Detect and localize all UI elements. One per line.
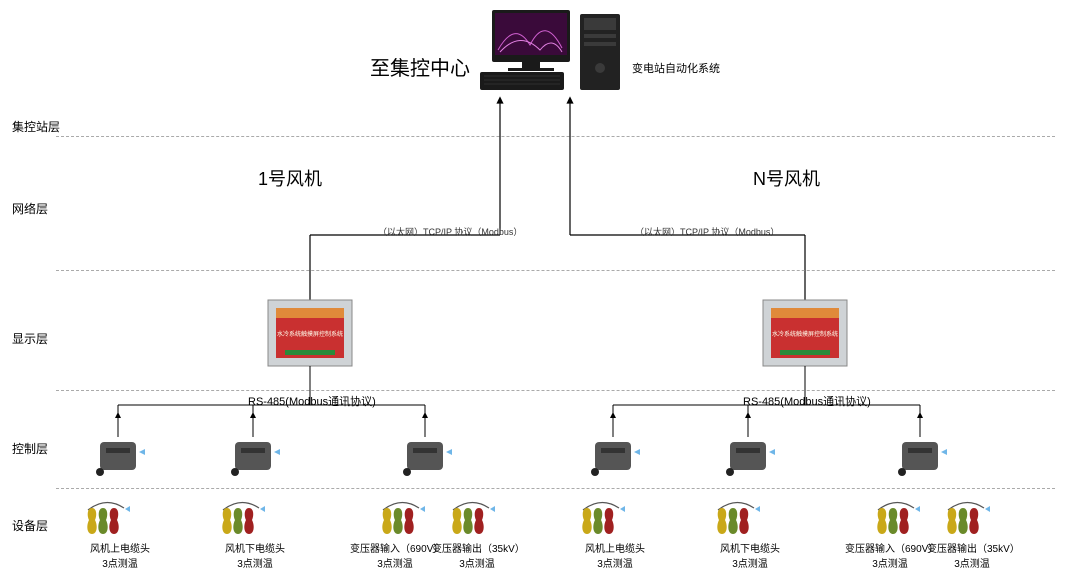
eth-proto-left: （以太网）TCP/IP 协议（Modbus） [378, 225, 522, 238]
sensor-cluster [947, 502, 990, 534]
turbineN-title: N号风机 [753, 165, 820, 191]
sensor-clusters [87, 502, 990, 534]
sensor-label-l4: 变压器输出（35kV）3点测温 [432, 540, 522, 570]
layer-divider [56, 136, 1055, 137]
sensor-label-l2: 风机下电缆头3点测温 [210, 540, 300, 570]
sensor-cluster [222, 502, 265, 534]
subtitle: 变电站自动化系统 [632, 60, 720, 76]
layer-divider [56, 270, 1055, 271]
sensor-cluster [382, 502, 425, 534]
layer-divider [56, 390, 1055, 391]
main-title: 至集控中心 [370, 52, 470, 81]
hmi-text: 水冷系统触摸屏控制系统 [772, 330, 838, 338]
sensor-cluster [877, 502, 920, 534]
controllers [96, 442, 947, 476]
rs485-right: RS-485(Modbus通讯协议) [743, 393, 871, 409]
layer-label-2: 网络层 [12, 200, 48, 217]
sensor-label-r2: 风机下电缆头3点测温 [705, 540, 795, 570]
sensor-label-r3: 变压器输入（690V）3点测温 [845, 540, 935, 570]
diagram-canvas: 水冷系统触摸屏控制系统 水冷系统触摸屏控制系统 [0, 0, 1065, 571]
sensor-label-r4: 变压器输出（35kV）3点测温 [927, 540, 1017, 570]
sensor-label-l3: 变压器输入（690V）3点测温 [350, 540, 440, 570]
layer-label-4: 控制层 [12, 440, 48, 457]
hmi-text: 水冷系统触摸屏控制系统 [277, 330, 343, 338]
sensor-cluster [717, 502, 760, 534]
layer-label-5: 设备层 [12, 517, 48, 534]
rs485-left: RS-485(Modbus通讯协议) [248, 393, 376, 409]
hmi-panel-left: 水冷系统触摸屏控制系统 [268, 300, 352, 366]
eth-proto-right: （以太网）TCP/IP 协议（Modbus） [635, 225, 779, 238]
sensor-cluster [87, 502, 130, 534]
pc-workstation-icon [480, 10, 620, 90]
sensor-cluster [452, 502, 495, 534]
sensor-cluster [582, 502, 625, 534]
layer-label-1: 集控站层 [12, 118, 60, 135]
hmi-panel-right: 水冷系统触摸屏控制系统 [763, 300, 847, 366]
layer-divider [56, 488, 1055, 489]
sensor-label-l1: 风机上电缆头3点测温 [75, 540, 165, 570]
layer-label-3: 显示层 [12, 330, 48, 347]
sensor-label-r1: 风机上电缆头3点测温 [570, 540, 660, 570]
turbine1-title: 1号风机 [258, 165, 322, 191]
